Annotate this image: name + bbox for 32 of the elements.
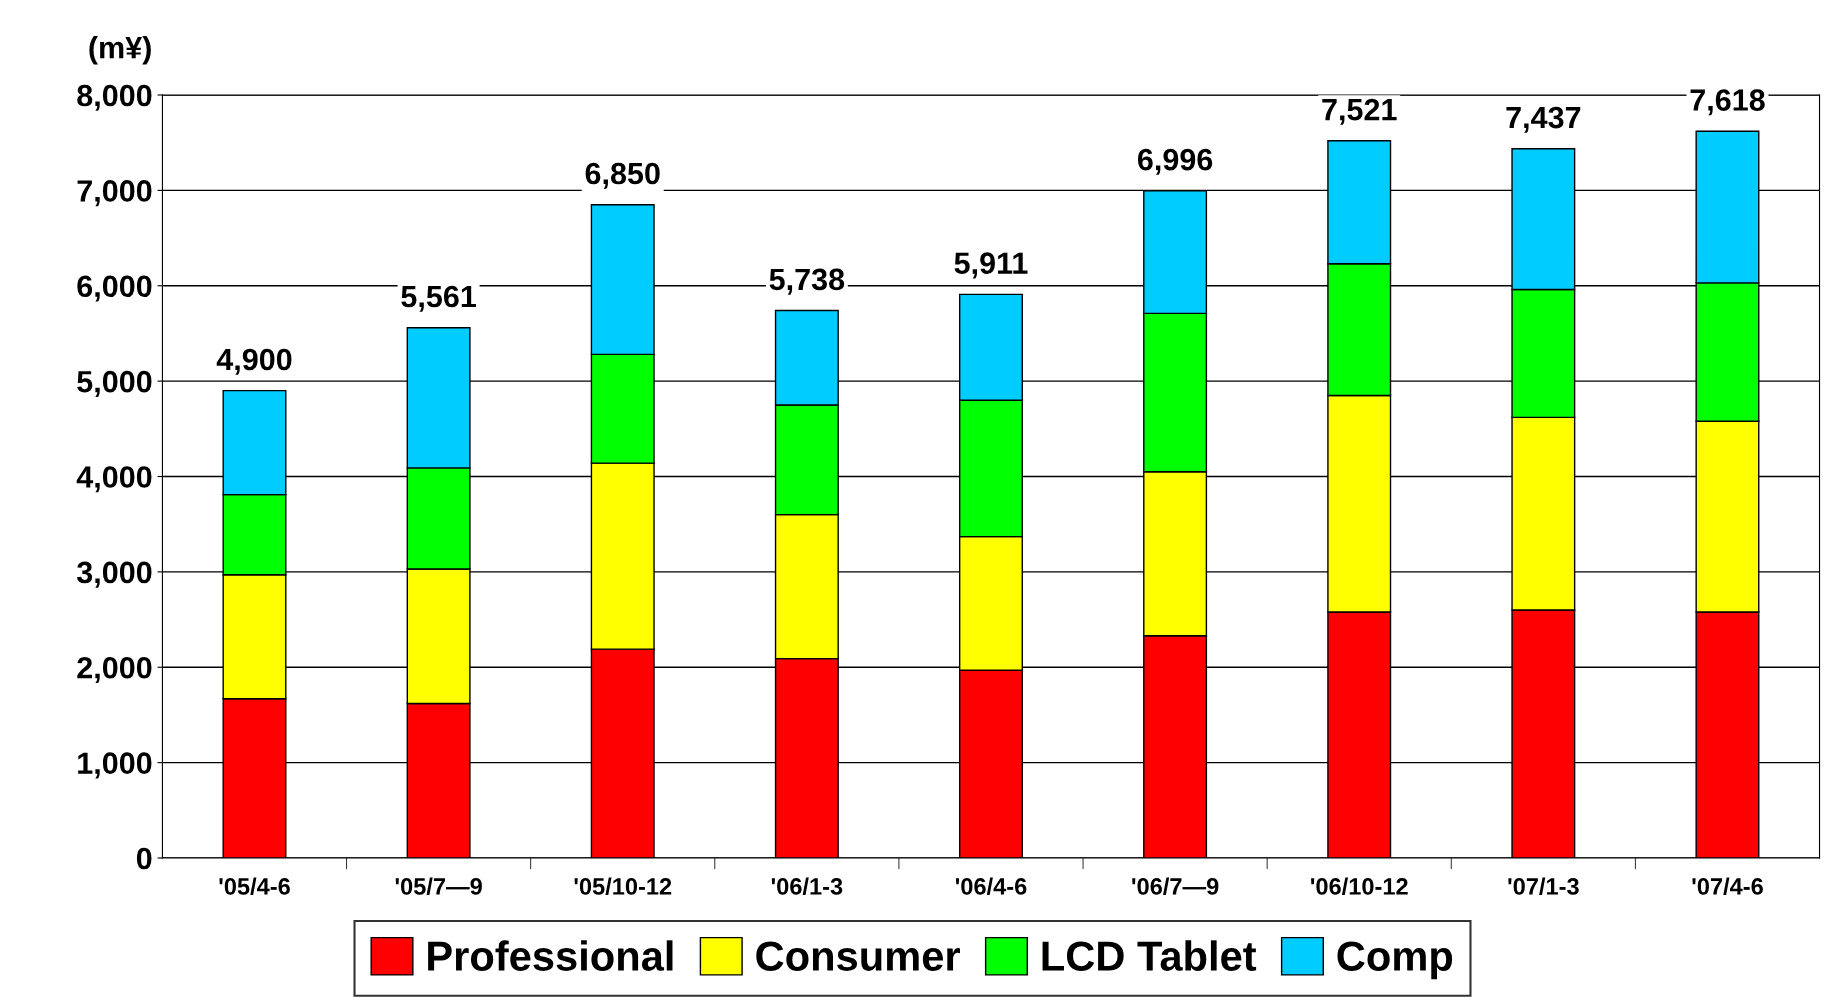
x-tick-label: '06/7—9 [1132, 877, 1219, 896]
total-label: 5,738 [769, 268, 845, 295]
total-label: 7,618 [1690, 89, 1765, 116]
total-label: 6,996 [1137, 148, 1213, 175]
y-tick-label: 7,000 [77, 180, 152, 207]
x-tick-label: '07/4-6 [1692, 877, 1763, 896]
total-label: 4,900 [216, 348, 292, 375]
legend-label: Comp [1337, 941, 1453, 980]
y-tick-label: 8,000 [77, 84, 152, 111]
x-tick-label: '06/1-3 [771, 877, 843, 896]
y-tick-label: 3,000 [76, 561, 152, 588]
x-tick-label: '05/7—9 [395, 877, 482, 896]
y-tick-label: 1,000 [78, 752, 152, 779]
y-tick-label: 4,000 [76, 466, 152, 493]
y-tick-label: 5,000 [77, 370, 152, 397]
total-label: 7,521 [1322, 98, 1397, 125]
total-label: 6,850 [585, 162, 660, 189]
x-tick-label: '07/1-3 [1508, 877, 1579, 896]
x-tick-label: '05/4-6 [219, 877, 290, 896]
y-tick-label: 2,000 [77, 656, 152, 684]
y-tick-label: 0 [136, 847, 152, 870]
total-label: 5,561 [401, 285, 476, 312]
y-tick-label: 6,000 [77, 275, 152, 302]
y-axis-title: (m¥) [89, 36, 151, 65]
legend-label: Professional [428, 940, 673, 971]
x-tick-label: '06/10-12 [1311, 877, 1408, 896]
x-tick-label: '06/4-6 [955, 877, 1027, 896]
total-label: 5,911 [954, 252, 1028, 279]
legend-label: Consumer [756, 941, 960, 971]
total-label: 7,437 [1506, 106, 1581, 133]
x-tick-label: '05/10-12 [574, 877, 672, 896]
legend-label: LCD Tablet [1042, 940, 1257, 971]
